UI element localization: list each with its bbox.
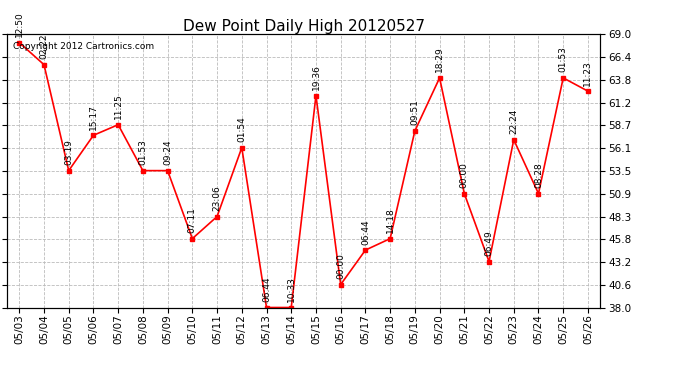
Text: 08:28: 08:28 <box>534 162 543 188</box>
Text: 09:51: 09:51 <box>411 99 420 125</box>
Text: 06:44: 06:44 <box>262 276 271 302</box>
Text: 01:53: 01:53 <box>139 139 148 165</box>
Text: 22:24: 22:24 <box>509 109 518 134</box>
Text: 07:11: 07:11 <box>188 207 197 233</box>
Text: 01:54: 01:54 <box>237 116 246 142</box>
Text: 00:00: 00:00 <box>336 253 345 279</box>
Text: 14:18: 14:18 <box>386 207 395 233</box>
Text: 02:22: 02:22 <box>39 34 48 59</box>
Text: 10:33: 10:33 <box>287 276 296 302</box>
Text: 18:29: 18:29 <box>435 46 444 72</box>
Text: 09:24: 09:24 <box>163 140 172 165</box>
Text: Copyright 2012 Cartronics.com: Copyright 2012 Cartronics.com <box>13 42 154 51</box>
Text: 06:49: 06:49 <box>484 230 493 256</box>
Text: 11:25: 11:25 <box>114 93 123 119</box>
Text: 12:50: 12:50 <box>14 11 23 37</box>
Text: 01:53: 01:53 <box>559 46 568 72</box>
Text: 11:23: 11:23 <box>584 60 593 86</box>
Text: 03:19: 03:19 <box>64 139 73 165</box>
Text: 15:17: 15:17 <box>89 104 98 130</box>
Text: 19:36: 19:36 <box>311 64 320 90</box>
Text: 00:00: 00:00 <box>460 162 469 188</box>
Text: Dew Point Daily High 20120527: Dew Point Daily High 20120527 <box>183 19 424 34</box>
Text: 06:44: 06:44 <box>361 219 370 245</box>
Text: 23:06: 23:06 <box>213 185 221 211</box>
